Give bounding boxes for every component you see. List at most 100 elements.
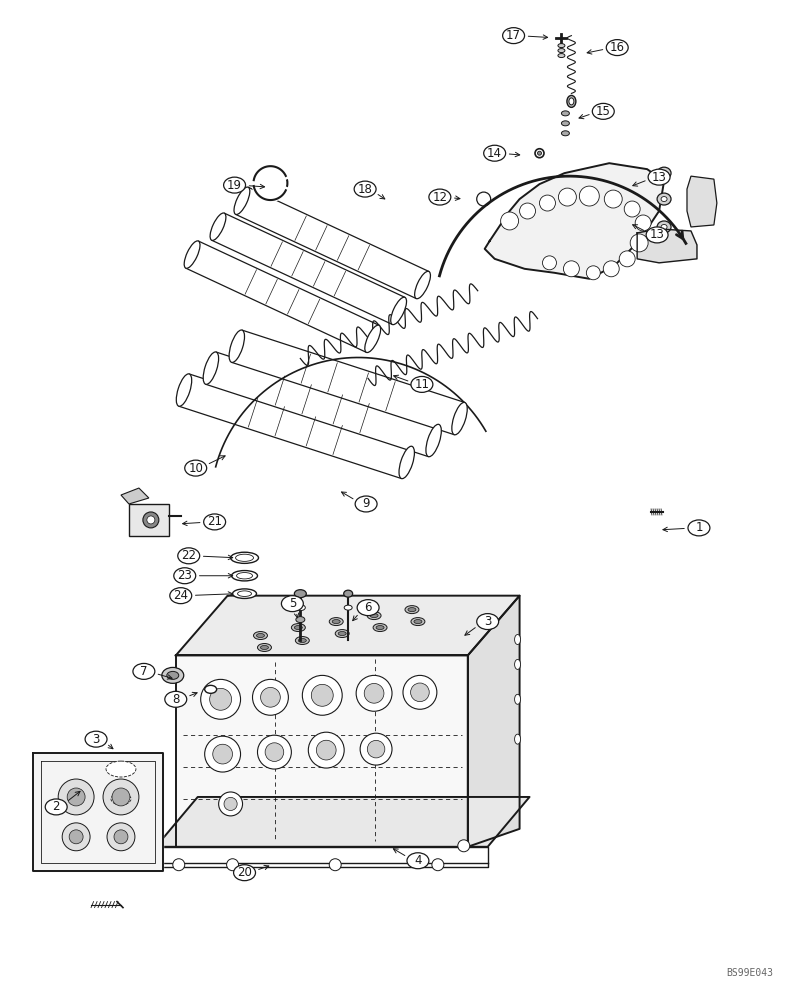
Ellipse shape [295, 605, 306, 611]
Ellipse shape [365, 325, 380, 353]
Ellipse shape [295, 637, 310, 644]
Ellipse shape [407, 853, 429, 869]
Ellipse shape [411, 618, 425, 626]
Ellipse shape [295, 626, 302, 630]
Ellipse shape [561, 111, 569, 116]
Text: 19: 19 [227, 179, 242, 192]
Circle shape [630, 234, 648, 252]
Ellipse shape [646, 227, 668, 243]
Text: 18: 18 [357, 183, 373, 196]
Circle shape [311, 684, 334, 706]
Ellipse shape [338, 632, 346, 636]
Circle shape [604, 190, 622, 208]
Ellipse shape [344, 605, 352, 610]
Ellipse shape [367, 612, 381, 620]
Ellipse shape [295, 590, 306, 598]
Text: 10: 10 [189, 462, 203, 475]
Text: 3: 3 [92, 733, 100, 746]
Ellipse shape [291, 624, 306, 632]
Ellipse shape [185, 460, 207, 476]
Ellipse shape [203, 352, 219, 384]
Circle shape [579, 186, 599, 206]
Circle shape [365, 683, 384, 703]
Ellipse shape [133, 663, 155, 679]
Ellipse shape [411, 376, 433, 392]
Ellipse shape [535, 149, 544, 158]
Ellipse shape [477, 614, 498, 630]
Text: 16: 16 [610, 41, 625, 54]
Ellipse shape [429, 189, 451, 205]
Ellipse shape [661, 197, 667, 202]
Polygon shape [232, 330, 465, 435]
Circle shape [227, 859, 239, 871]
Circle shape [302, 675, 342, 715]
Ellipse shape [298, 639, 306, 643]
Text: 1: 1 [695, 521, 703, 534]
Text: 3: 3 [484, 615, 491, 628]
Ellipse shape [561, 131, 569, 136]
Polygon shape [179, 374, 412, 479]
Circle shape [411, 683, 429, 702]
Circle shape [260, 687, 280, 707]
Ellipse shape [661, 224, 667, 229]
Ellipse shape [514, 694, 521, 704]
Circle shape [619, 251, 635, 267]
Ellipse shape [178, 548, 200, 564]
Ellipse shape [414, 620, 422, 624]
Text: 6: 6 [365, 601, 372, 614]
Polygon shape [236, 187, 429, 299]
Circle shape [367, 740, 384, 758]
Text: 5: 5 [289, 597, 296, 610]
Ellipse shape [354, 181, 376, 197]
Circle shape [624, 201, 640, 217]
Circle shape [587, 266, 600, 280]
Ellipse shape [405, 606, 419, 614]
Text: 13: 13 [652, 171, 666, 184]
Ellipse shape [484, 145, 505, 161]
Circle shape [501, 212, 518, 230]
Ellipse shape [592, 103, 615, 119]
Text: BS99E043: BS99E043 [727, 968, 774, 978]
Circle shape [257, 735, 291, 769]
Ellipse shape [233, 865, 256, 881]
Circle shape [224, 797, 237, 811]
Ellipse shape [514, 635, 521, 644]
Circle shape [356, 675, 392, 711]
Polygon shape [485, 163, 664, 279]
Ellipse shape [234, 187, 250, 215]
Text: 15: 15 [596, 105, 611, 118]
Ellipse shape [558, 54, 565, 58]
Ellipse shape [332, 620, 340, 624]
Ellipse shape [282, 596, 303, 612]
FancyBboxPatch shape [129, 504, 169, 536]
Circle shape [107, 823, 135, 851]
Text: 20: 20 [237, 866, 252, 879]
Ellipse shape [237, 591, 252, 596]
Circle shape [205, 736, 240, 772]
Ellipse shape [426, 424, 441, 457]
Circle shape [403, 675, 437, 709]
Polygon shape [176, 596, 520, 655]
Ellipse shape [391, 297, 407, 325]
Circle shape [147, 516, 155, 524]
Ellipse shape [514, 659, 521, 669]
Ellipse shape [231, 552, 259, 563]
Ellipse shape [355, 496, 377, 512]
Ellipse shape [204, 514, 225, 530]
Ellipse shape [232, 589, 256, 598]
Circle shape [114, 830, 128, 844]
Ellipse shape [688, 520, 710, 536]
Circle shape [559, 188, 576, 206]
Circle shape [201, 679, 240, 719]
Text: 17: 17 [506, 29, 521, 42]
Ellipse shape [558, 49, 565, 53]
Ellipse shape [224, 177, 245, 193]
Ellipse shape [176, 374, 192, 406]
Ellipse shape [162, 667, 184, 683]
Ellipse shape [256, 634, 264, 638]
Ellipse shape [174, 568, 196, 584]
Ellipse shape [657, 193, 671, 205]
Circle shape [103, 779, 139, 815]
Ellipse shape [253, 632, 267, 640]
Ellipse shape [370, 614, 378, 618]
